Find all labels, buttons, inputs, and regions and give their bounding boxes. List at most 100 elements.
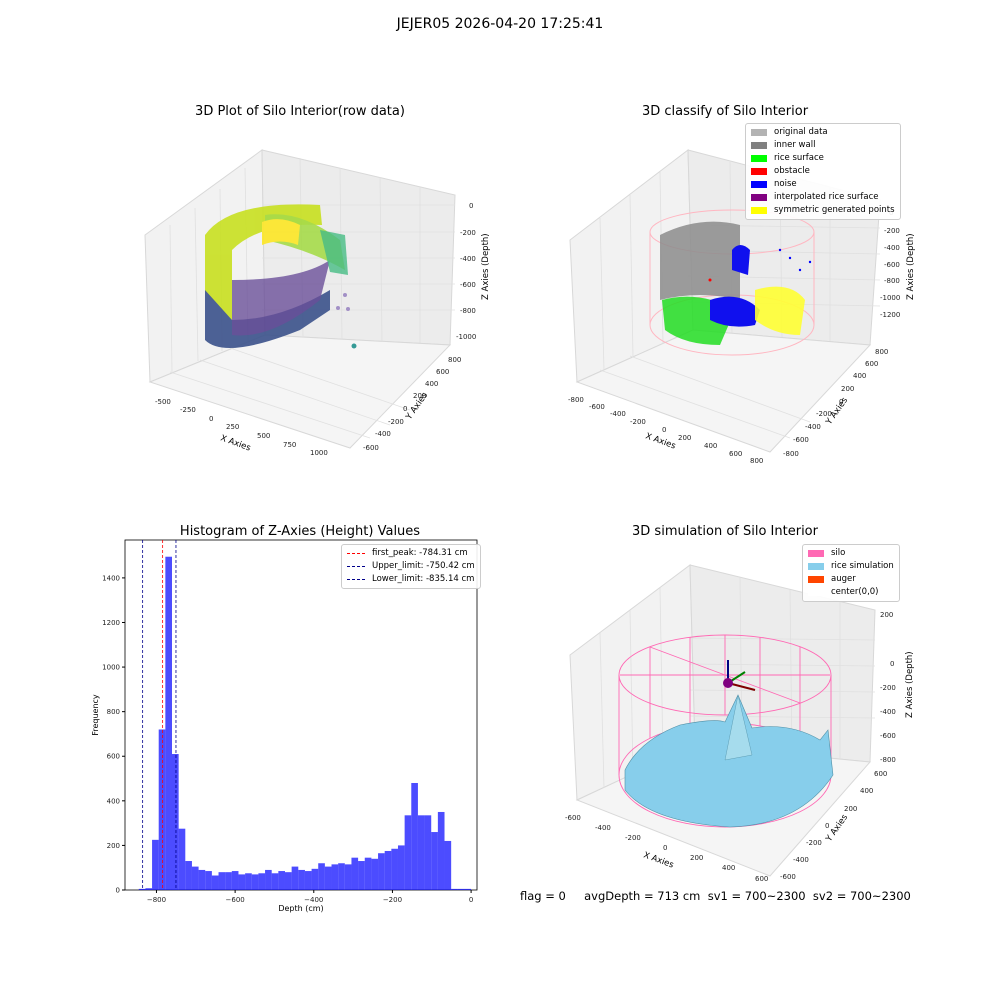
sim-ztick: -400 <box>880 708 896 716</box>
raw-axis-ticks: -500 -250 0 250 500 750 1000 -600 -400 -… <box>155 202 476 457</box>
histogram-bar <box>238 874 246 890</box>
histogram-bar <box>251 874 259 890</box>
sim-ytick: -400 <box>793 856 809 864</box>
swatch <box>751 207 767 214</box>
raw-ytick: 800 <box>448 356 461 364</box>
histogram-bar <box>411 782 418 890</box>
sim-ztick: -800 <box>880 756 896 764</box>
raw-xlabel: X Axies <box>219 433 252 453</box>
histogram-xtick-label: 0 <box>469 896 473 904</box>
histogram-bar <box>145 888 153 890</box>
raw-ytick: -400 <box>375 430 391 438</box>
histogram-bar <box>451 888 458 890</box>
classify-ytick: -600 <box>793 436 809 444</box>
histogram-bar <box>225 872 232 890</box>
classify-ytick: -800 <box>783 450 799 458</box>
histogram-bar <box>185 861 192 890</box>
histogram-bar <box>211 875 219 890</box>
classify-axis-ticks: -800 -600 -400 -200 0 200 400 600 800 -8… <box>568 209 900 465</box>
raw-xtick: 1000 <box>310 449 328 457</box>
raw-xtick: -250 <box>180 406 196 414</box>
raw-ztick: -600 <box>460 281 476 289</box>
histogram-ytick-label: 1400 <box>102 574 120 582</box>
sim-ztick: -600 <box>880 732 896 740</box>
raw-zlabel: Z Axies (Depth) <box>481 233 491 300</box>
histogram-xtick-label: −400 <box>304 896 323 904</box>
sim-zlabel: Z Axies (Depth) <box>905 651 915 718</box>
classify-xtick: -600 <box>589 403 605 411</box>
histogram-bar <box>265 869 272 890</box>
sim-xtick: -200 <box>625 834 641 842</box>
auger-arrows <box>723 660 756 691</box>
histogram-bar <box>331 864 339 890</box>
histogram-ytick-label: 400 <box>107 797 120 805</box>
sim-xtick: 600 <box>755 875 768 883</box>
histogram-bar <box>424 815 432 890</box>
classify-xtick: -400 <box>610 410 626 418</box>
histogram-bar <box>397 845 405 890</box>
sim-xlabel: X Axies <box>642 850 675 870</box>
histogram-bar <box>298 869 305 890</box>
classify-legend: original data inner wall rice surface ob… <box>745 123 901 220</box>
classify-ztick: -1200 <box>880 311 900 319</box>
raw-ztick: 0 <box>469 202 473 210</box>
sim-ytick: -200 <box>806 839 822 847</box>
swatch <box>751 194 767 201</box>
legend-entry: obstacle <box>751 165 895 178</box>
legend-entry: auger <box>808 573 894 586</box>
sim-ztick: 200 <box>880 611 893 619</box>
histogram-bar <box>324 866 332 890</box>
histogram-ytick-label: 600 <box>107 753 120 761</box>
simulation-3d-plot: -600 -400 -200 0 200 400 600 -600 -400 -… <box>565 564 915 883</box>
raw-ytick: 200 <box>413 392 426 400</box>
legend-line <box>347 553 365 554</box>
classify-ytick: 400 <box>853 372 866 380</box>
figure-suptitle: JEJER05 2026-04-20 17:25:41 <box>396 16 604 32</box>
legend-entry: center(0,0) <box>808 586 894 599</box>
histogram-legend: first_peak: -784.31 cm Upper_limit: -750… <box>341 544 481 589</box>
histogram-bar <box>304 871 312 890</box>
legend-entry: noise <box>751 178 895 191</box>
legend-entry: inner wall <box>751 139 895 152</box>
histogram-bar <box>158 729 166 890</box>
legend-entry: symmetric generated points <box>751 204 895 217</box>
histogram-bar <box>152 839 159 890</box>
histogram-bar <box>404 815 412 890</box>
raw-ytick: 400 <box>425 380 438 388</box>
histogram-bar <box>371 858 379 890</box>
classify-xtick: 600 <box>729 450 742 458</box>
legend-line <box>347 579 365 580</box>
swatch <box>751 168 767 175</box>
legend-entry: interpolated rice surface <box>751 191 895 204</box>
histogram-bar <box>178 828 186 890</box>
rice-surface <box>624 694 834 828</box>
sim-ytick: -600 <box>780 873 796 881</box>
histogram-ytick-label: 800 <box>107 708 120 716</box>
sim-xtick: 200 <box>690 854 703 862</box>
footer-status: flag = 0 avgDepth = 713 cm sv1 = 700~230… <box>520 889 911 903</box>
simulation-axis-ticks: -600 -400 -200 0 200 400 600 -600 -400 -… <box>565 611 896 883</box>
histogram-xtick-label: −600 <box>226 896 245 904</box>
classify-ytick: -400 <box>805 423 821 431</box>
classify-plot-title: 3D classify of Silo Interior <box>641 104 809 119</box>
classify-ytick: 600 <box>865 360 878 368</box>
raw-xtick: 0 <box>209 415 213 423</box>
sim-ytick: 400 <box>860 787 873 795</box>
sim-ztick: 0 <box>890 660 894 668</box>
classify-ztick: -1000 <box>880 294 900 302</box>
histogram-bar <box>338 863 345 890</box>
histogram-bar <box>198 869 206 890</box>
histogram-chart: −800 −600 −400 −200 0 0 200 400 600 800 1000 1200 1… <box>91 539 478 913</box>
histogram-bar <box>378 853 385 890</box>
histogram-bar <box>291 866 299 890</box>
raw-point-cloud <box>205 204 357 349</box>
classify-xtick: 400 <box>704 442 717 450</box>
swatch <box>808 589 824 596</box>
swatch <box>808 576 824 583</box>
classify-xtick: 0 <box>662 426 666 434</box>
histogram-bar <box>391 848 398 890</box>
histogram-bar <box>205 871 212 890</box>
sim-ytick: 0 <box>825 822 829 830</box>
classify-ztick: -600 <box>884 261 900 269</box>
histogram-bar <box>457 888 465 890</box>
